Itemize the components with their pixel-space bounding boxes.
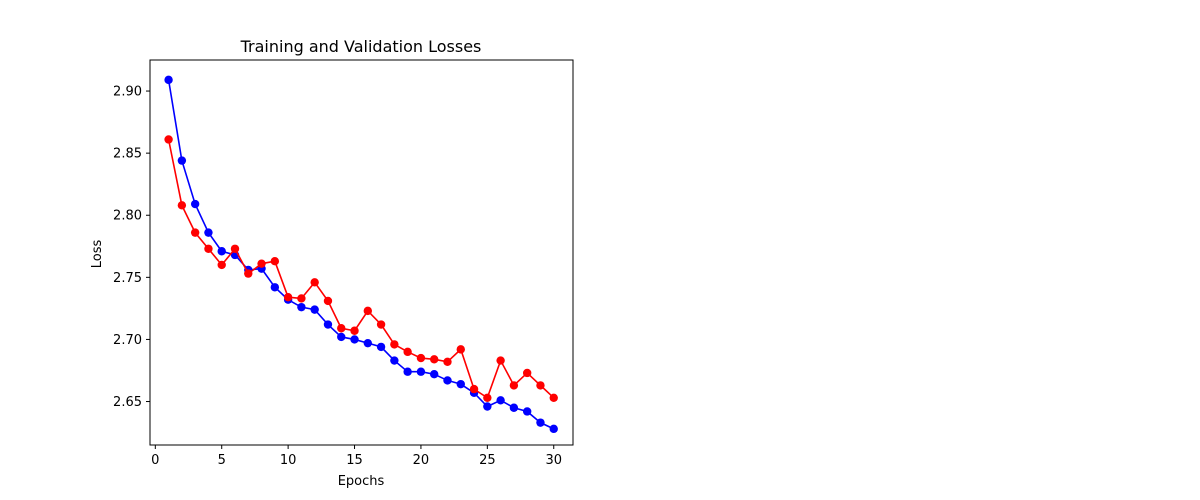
series-1-point: [257, 259, 266, 268]
series-0-point: [403, 367, 412, 376]
series-0-point: [190, 199, 200, 209]
series-0-point: [297, 302, 306, 312]
series-0-point: [536, 418, 545, 427]
series-1-point: [337, 324, 346, 333]
x-axis-label: Epochs: [338, 474, 385, 489]
series-0-point: [483, 402, 492, 411]
series-0-point: [323, 320, 333, 329]
series-1-point: [217, 260, 226, 270]
y-axis-label: Loss: [90, 240, 105, 269]
series-1-point: [363, 306, 373, 316]
series-1-point: [310, 278, 319, 287]
x-tick-label: 20: [413, 453, 430, 468]
y-tick-label: 2.70: [113, 333, 142, 348]
series-0-line: [167, 79, 555, 430]
y-tick-label: 2.80: [113, 209, 142, 224]
series-0-point: [443, 376, 452, 385]
series-1-point: [496, 356, 505, 365]
y-tick-label: 2.75: [113, 271, 142, 286]
series-0-point: [509, 403, 519, 412]
series-0-point: [522, 407, 532, 416]
series-1-point: [190, 228, 200, 237]
series-1-point: [283, 293, 293, 302]
series-1-point: [536, 381, 545, 390]
series-1-point: [456, 345, 465, 354]
series-1-point: [376, 320, 386, 329]
series-1-point: [230, 244, 240, 253]
series-0-point: [376, 342, 386, 352]
series-0-point: [416, 367, 426, 376]
series-1-line: [167, 139, 555, 400]
series-0-point: [390, 356, 399, 365]
series-0-point: [337, 332, 346, 342]
series-1-point: [403, 347, 412, 357]
series-1-point: [164, 135, 173, 144]
series-1-point: [244, 269, 253, 278]
series-1-point: [522, 368, 532, 378]
series-1-point: [483, 393, 492, 403]
x-tick-label: 25: [479, 453, 496, 468]
series-group: [164, 75, 558, 434]
series-0-point: [204, 228, 213, 237]
series-0-point: [164, 75, 173, 85]
series-1-point: [416, 353, 426, 363]
series-0: [164, 75, 558, 434]
series-1-point: [509, 381, 519, 390]
series-1-point: [270, 256, 280, 266]
x-tick-label: 0: [151, 453, 159, 468]
series-1-point: [469, 384, 479, 394]
series-0-point: [310, 305, 319, 314]
x-tick-label: 5: [218, 453, 226, 468]
series-0-point: [217, 247, 226, 256]
series-1-point: [430, 355, 439, 364]
x-tick-label: 10: [280, 453, 297, 468]
series-1-point: [443, 357, 452, 366]
axes: 0 5 10 15 20 25 30 2.65 2.70 2.75 2.80 2.85 2.90: [113, 59, 574, 468]
series-1: [164, 135, 558, 403]
series-0-point: [496, 396, 505, 405]
series-0-point: [177, 156, 187, 165]
series-0-point: [456, 379, 465, 389]
chart-title: Training and Validation Losses: [240, 37, 482, 56]
series-0-point: [363, 338, 373, 348]
y-tick-label: 2.90: [113, 85, 142, 100]
series-1-point: [204, 244, 213, 253]
series-0-point: [430, 370, 439, 379]
x-tick-label: 15: [346, 453, 363, 468]
plot-frame: [149, 59, 574, 446]
series-1-point: [390, 340, 399, 349]
series-0-point: [549, 424, 558, 434]
series-1-point: [323, 296, 333, 306]
y-tick-label: 2.65: [113, 395, 142, 410]
series-1-point: [177, 201, 187, 210]
x-tick-label: 30: [545, 453, 562, 468]
series-1-point: [350, 326, 359, 335]
series-0-point: [270, 283, 280, 292]
series-0-point: [350, 335, 359, 344]
series-1-point: [549, 393, 558, 403]
y-tick-label: 2.85: [113, 147, 142, 162]
series-1-point: [297, 294, 306, 303]
